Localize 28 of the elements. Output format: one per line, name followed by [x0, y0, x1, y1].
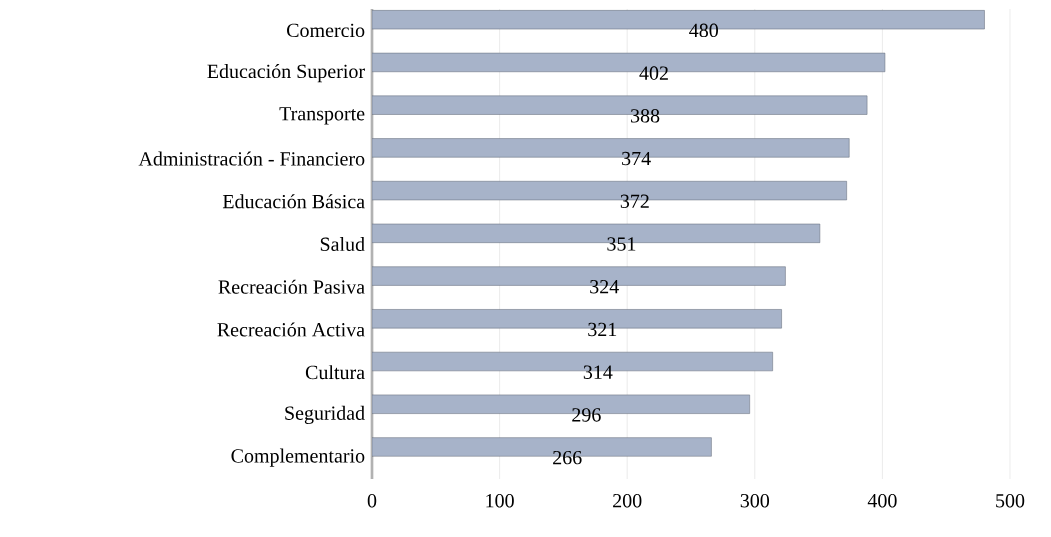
y-tick-label: Salud: [320, 236, 365, 252]
y-tick-label: Transporte: [279, 107, 365, 125]
data-label: 266: [553, 450, 582, 465]
y-tick-label: Recreación Pasiva: [218, 279, 365, 294]
data-label: 402: [639, 66, 668, 80]
x-tick-label: 200: [613, 493, 642, 508]
x-tick-label: 100: [486, 493, 514, 508]
y-tick-label: Comercio: [287, 23, 365, 38]
x-tick-label: 500: [996, 493, 1025, 508]
y-tick-label: Seguridad: [285, 405, 365, 424]
y-tick-label: Educación Básica: [222, 194, 365, 209]
data-label: 388: [631, 109, 660, 123]
y-tick-label: Administración - Financiero: [138, 151, 365, 166]
data-label: 314: [583, 365, 613, 379]
x-tick-label: 300: [740, 493, 770, 508]
data-label: 480: [689, 23, 718, 38]
data-label: 296: [572, 408, 601, 422]
data-label: 351: [607, 237, 636, 251]
data-label: 324: [590, 280, 619, 294]
data-label: 374: [622, 151, 651, 166]
y-tick-label: Recreación Activa: [217, 322, 365, 337]
data-label: 321: [588, 322, 617, 337]
x-tick-label: 0: [367, 493, 377, 508]
y-tick-label: Cultura: [305, 365, 365, 380]
y-tick-label: Complementario: [231, 448, 365, 467]
data-label: 372: [620, 194, 649, 208]
y-tick-label: Educación Superior: [207, 64, 365, 83]
x-tick-label: 400: [867, 493, 897, 508]
